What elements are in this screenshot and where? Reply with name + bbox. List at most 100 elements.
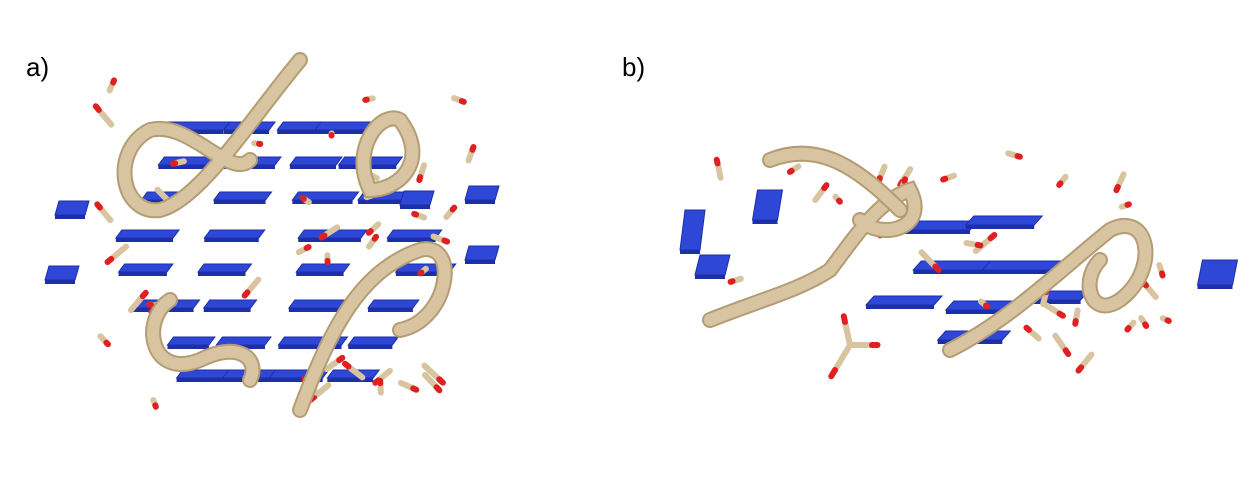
- base-slab: [348, 337, 398, 345]
- base-slab-edge: [348, 345, 392, 349]
- base-slab: [290, 157, 342, 165]
- base-slab-edge: [290, 165, 336, 169]
- base-slab-edge: [45, 280, 75, 284]
- base-slab: [465, 246, 499, 260]
- oxygen-tip: [1127, 328, 1128, 329]
- base-slab: [198, 264, 251, 272]
- base-slab: [214, 192, 272, 200]
- base-slab-edge: [966, 225, 1034, 229]
- oxygen-tip: [831, 370, 835, 376]
- oxygen-tip: [472, 147, 473, 150]
- base-slab-edge: [753, 220, 778, 224]
- base-slab: [695, 255, 730, 275]
- base-slab-edge: [116, 238, 173, 242]
- base-slab: [400, 191, 434, 205]
- oxygen-tip: [1162, 273, 1163, 275]
- oxygen-tip: [345, 364, 348, 367]
- base-slab-edge: [465, 260, 495, 264]
- oxygen-tip: [731, 281, 733, 282]
- base-slab-edge: [289, 308, 342, 312]
- oxygen-tip: [444, 241, 447, 242]
- base-slab: [296, 264, 349, 272]
- oxygen-tip: [245, 292, 248, 295]
- oxygen-tip: [904, 179, 905, 181]
- base-slab-edge: [680, 250, 700, 254]
- base-slab: [753, 190, 783, 220]
- base-slab-edge: [913, 270, 986, 274]
- page: a) b) (() => { const data = JSON.parse(d…: [0, 0, 1252, 477]
- base-slab: [465, 186, 499, 200]
- oxygen-tip: [419, 177, 420, 180]
- base-slab: [55, 201, 89, 215]
- oxygen-tip: [97, 204, 100, 207]
- oxygen-tip: [935, 267, 938, 271]
- oxygen-tip: [321, 236, 324, 238]
- oxygen-tip: [943, 179, 945, 180]
- base-slab-edge: [298, 238, 361, 242]
- oxygen-tip: [108, 259, 112, 262]
- base-slab-edge: [55, 215, 85, 219]
- base-slab: [119, 264, 173, 272]
- base-slab-edge: [214, 200, 266, 204]
- panel-label: b): [622, 52, 645, 82]
- oxygen-tip: [1078, 367, 1081, 370]
- base-slab-edge: [204, 308, 251, 312]
- base-slab: [913, 261, 994, 270]
- base-slab: [368, 300, 419, 308]
- base-slab: [204, 300, 257, 308]
- oxygen-tip: [462, 101, 464, 102]
- base-slab: [289, 300, 348, 308]
- base-slab-edge: [695, 275, 725, 279]
- oxygen-tip: [986, 306, 987, 307]
- oxygen-tip: [113, 80, 114, 82]
- base-slab-edge: [327, 378, 373, 382]
- oxygen-tip: [375, 237, 376, 239]
- oxygen-tip: [790, 171, 792, 172]
- base-slab-edge: [167, 345, 208, 349]
- base-slab-edge: [368, 308, 413, 312]
- base-slab-edge: [296, 272, 343, 276]
- oxygen-tip: [420, 272, 421, 273]
- oxygen-tip: [1116, 187, 1117, 190]
- base-slab-edge: [177, 378, 224, 382]
- oxygen-tip: [96, 106, 99, 110]
- oxygen-tip: [307, 247, 309, 248]
- oxygen-tip: [1026, 328, 1028, 330]
- base-slab-edge: [465, 200, 495, 204]
- base-slab-edge: [1198, 285, 1233, 289]
- oxygen-tip: [339, 358, 342, 360]
- oxygen-tip: [1060, 314, 1063, 316]
- oxygen-tip: [437, 387, 440, 390]
- base-slab: [966, 216, 1042, 225]
- oxygen-tip: [413, 388, 416, 389]
- base-slab: [866, 296, 942, 305]
- oxygen-tip: [1168, 320, 1169, 321]
- oxygen-tip: [106, 343, 108, 345]
- oxygen-tip: [844, 316, 845, 322]
- oxygen-tip: [414, 214, 416, 215]
- oxygen-tip: [717, 160, 718, 164]
- oxygen-tip: [991, 235, 995, 238]
- base-slab-edge: [400, 205, 430, 209]
- oxygen-tip: [1018, 156, 1020, 157]
- base-slab-edge: [198, 272, 245, 276]
- base-slab-edge: [204, 238, 258, 242]
- oxygen-tip: [303, 198, 304, 199]
- panel-label: a): [26, 52, 49, 82]
- oxygen-tip: [143, 293, 146, 296]
- base-slab: [167, 337, 214, 345]
- oxygen-tip: [369, 231, 371, 233]
- oxygen-tip: [453, 208, 455, 210]
- base-slab: [116, 230, 179, 238]
- oxygen-tip: [1145, 324, 1146, 326]
- base-slab-edge: [866, 305, 934, 309]
- oxygen-tip: [839, 201, 840, 202]
- base-slab: [680, 210, 705, 250]
- base-slab: [1198, 260, 1238, 285]
- base-slab: [204, 230, 264, 238]
- oxygen-tip: [824, 185, 826, 188]
- oxygen-tip: [1066, 350, 1069, 354]
- base-slab-edge: [119, 272, 167, 276]
- base-slab: [45, 266, 79, 280]
- figure: a) b): [0, 0, 1252, 477]
